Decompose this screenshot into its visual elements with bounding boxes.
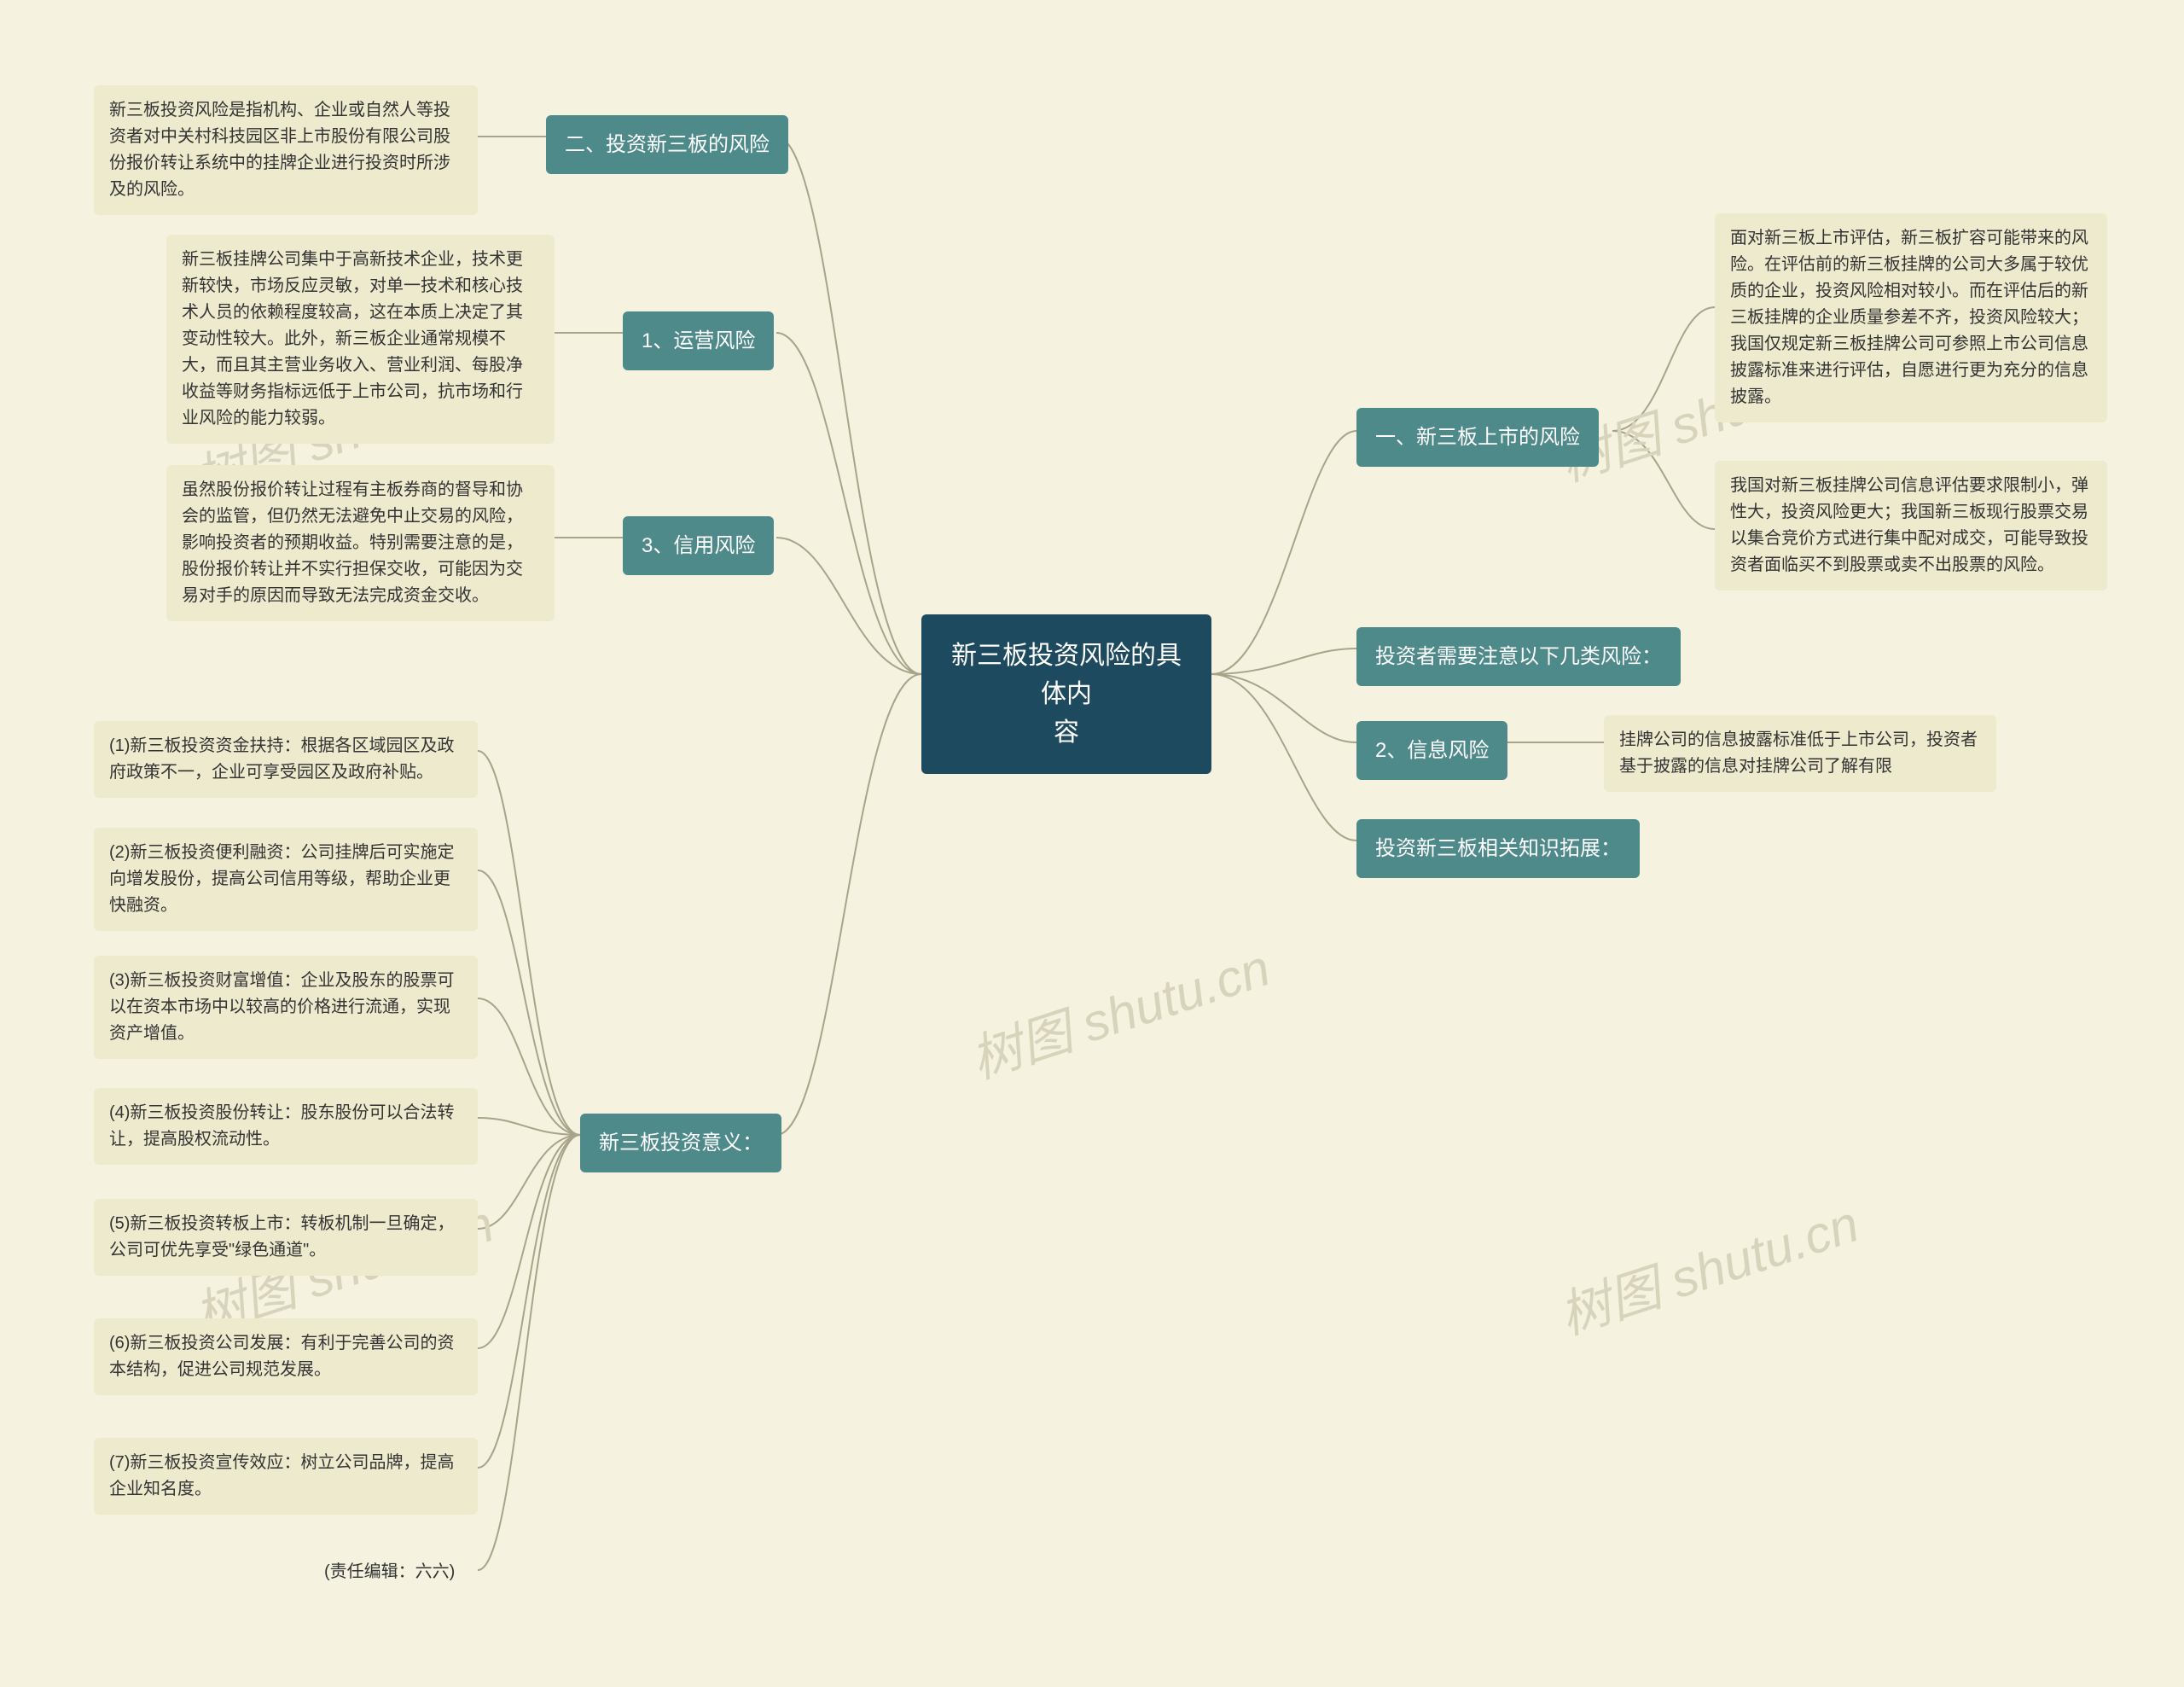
branch-l2: 1、运营风险 (623, 311, 774, 370)
leaf-l3-1: 虽然股份报价转让过程有主板券商的督导和协会的监管，但仍然无法避免中止交易的风险，… (166, 465, 555, 621)
watermark: 树图 shutu.cn (1548, 1183, 1867, 1349)
branch-r3: 2、信息风险 (1356, 721, 1507, 780)
center-line1: 新三板投资风险的具体内 (947, 637, 1186, 713)
branch-l4: 新三板投资意义： (580, 1114, 781, 1172)
leaf-r1-1: 面对新三板上市评估，新三板扩容可能带来的风险。在评估前的新三板挂牌的公司大多属于… (1715, 213, 2107, 422)
leaf-l4-3: (3)新三板投资财富增值：企业及股东的股票可以在资本市场中以较高的价格进行流通，… (94, 956, 478, 1059)
branch-l3: 3、信用风险 (623, 516, 774, 575)
leaf-l4-1: (1)新三板投资资金扶持：根据各区域园区及政府政策不一，企业可享受园区及政府补贴… (94, 721, 478, 798)
leaf-l4-5: (5)新三板投资转板上市：转板机制一旦确定，公司可优先享受"绿色通道"。 (94, 1199, 478, 1276)
leaf-r3-1: 挂牌公司的信息披露标准低于上市公司，投资者基于披露的信息对挂牌公司了解有限 (1604, 715, 1996, 792)
center-node: 新三板投资风险的具体内 容 (921, 614, 1211, 774)
leaf-l4-4: (4)新三板投资股份转让：股东股份可以合法转让，提高股权流动性。 (94, 1088, 478, 1165)
leaf-l2-1: 新三板挂牌公司集中于高新技术企业，技术更新较快，市场反应灵敏，对单一技术和核心技… (166, 235, 555, 444)
watermark: 树图 shutu.cn (960, 927, 1278, 1093)
center-line2: 容 (947, 713, 1186, 752)
leaf-l4-7: (7)新三板投资宣传效应：树立公司品牌，提高企业知名度。 (94, 1438, 478, 1515)
branch-r1: 一、新三板上市的风险 (1356, 408, 1599, 467)
leaf-l4-6: (6)新三板投资公司发展：有利于完善公司的资本结构，促进公司规范发展。 (94, 1318, 478, 1395)
leaf-l4-editor: (责任编辑：六六) (324, 1557, 455, 1582)
branch-r4: 投资新三板相关知识拓展： (1356, 819, 1640, 878)
leaf-r1-2: 我国对新三板挂牌公司信息评估要求限制小，弹性大，投资风险更大；我国新三板现行股票… (1715, 461, 2107, 590)
branch-r2: 投资者需要注意以下几类风险： (1356, 627, 1681, 686)
leaf-l4-2: (2)新三板投资便利融资：公司挂牌后可实施定向增发股份，提高公司信用等级，帮助企… (94, 828, 478, 931)
leaf-l1-1: 新三板投资风险是指机构、企业或自然人等投资者对中关村科技园区非上市股份有限公司股… (94, 85, 478, 215)
branch-l1: 二、投资新三板的风险 (546, 115, 788, 174)
